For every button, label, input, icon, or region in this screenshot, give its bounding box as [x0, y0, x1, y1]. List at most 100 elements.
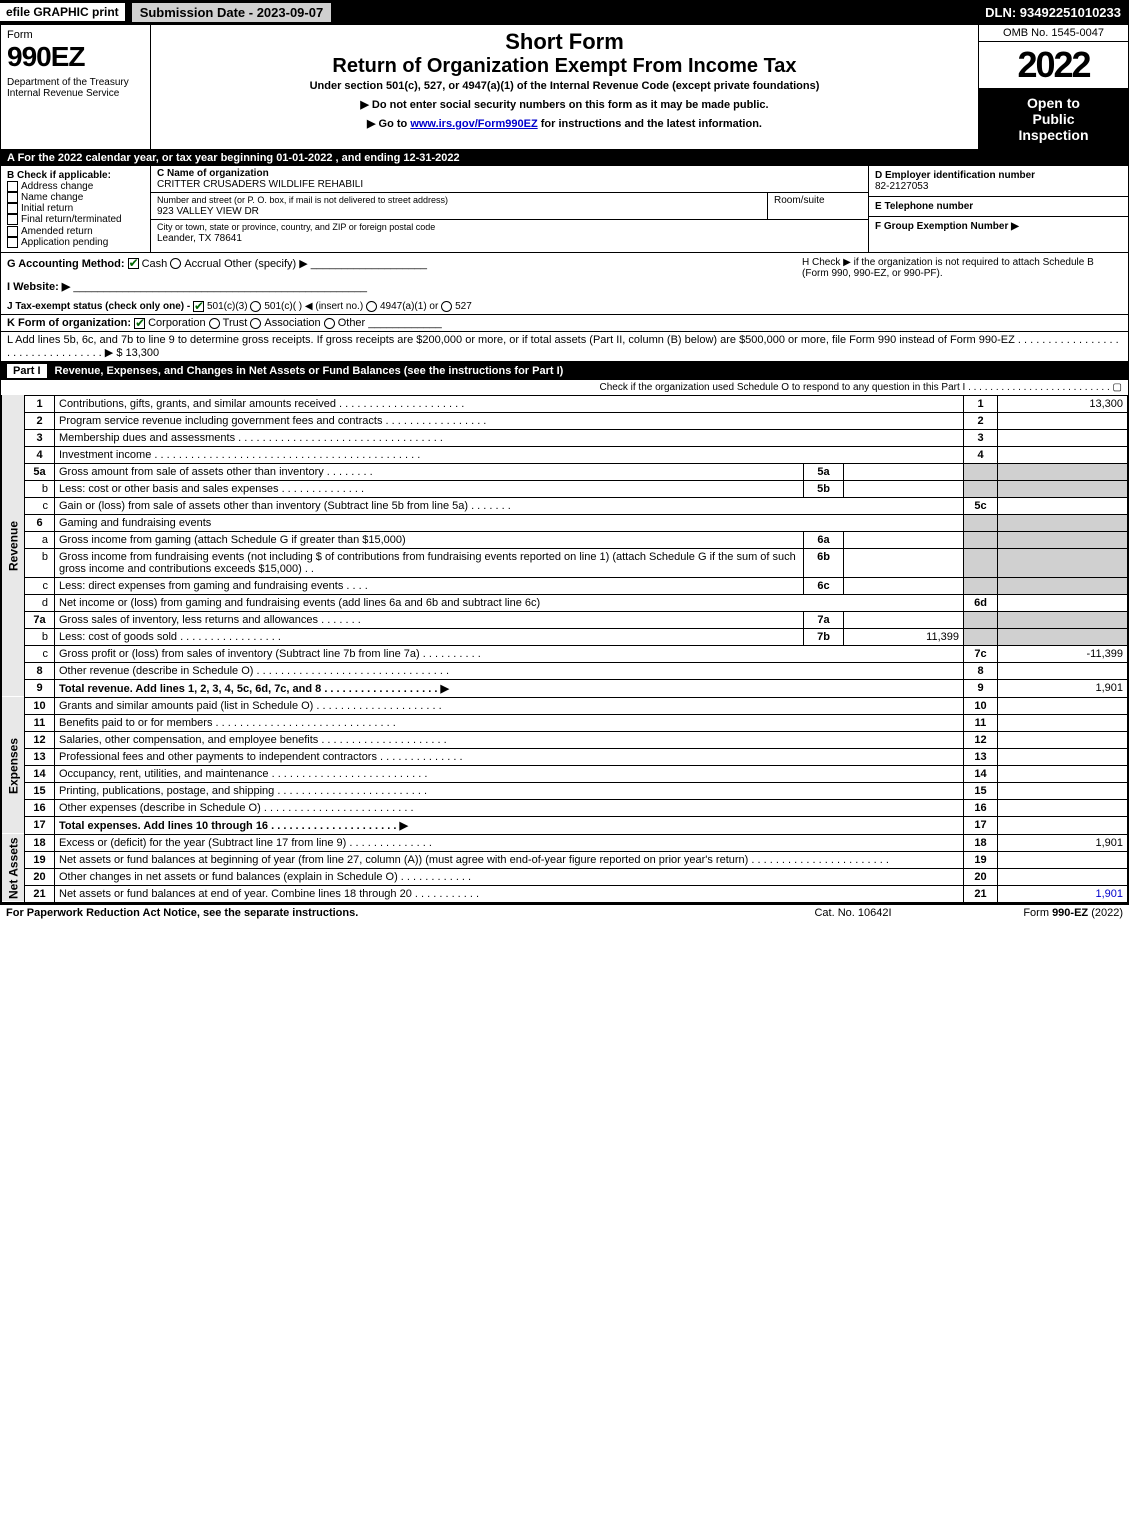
irs-link[interactable]: www.irs.gov/Form990EZ: [410, 118, 537, 130]
org-address: 923 VALLEY VIEW DR: [157, 206, 259, 217]
line-6: 6 Gaming and fundraising events: [2, 514, 1128, 531]
line-6b: b Gross income from fundraising events (…: [2, 548, 1128, 577]
box-b-heading: B Check if applicable:: [7, 170, 144, 181]
chk-corporation[interactable]: [134, 318, 145, 329]
short-form-title: Short Form: [159, 29, 970, 55]
line-12: 12 Salaries, other compensation, and emp…: [2, 731, 1128, 748]
instr2-post: for instructions and the latest informat…: [538, 118, 762, 130]
header-left: Form 990EZ Department of the Treasury In…: [1, 25, 151, 149]
tax-year: 2022: [979, 42, 1128, 89]
open-line3: Inspection: [983, 127, 1124, 143]
line-16: 16 Other expenses (describe in Schedule …: [2, 799, 1128, 816]
room-suite-label: Room/suite: [774, 195, 825, 206]
chk-address-change[interactable]: Address change: [7, 181, 144, 192]
line-19: 19 Net assets or fund balances at beginn…: [2, 851, 1128, 868]
line-8: 8 Other revenue (describe in Schedule O)…: [2, 662, 1128, 679]
line-7b: b Less: cost of goods sold . . . . . . .…: [2, 628, 1128, 645]
chk-accrual[interactable]: [170, 258, 181, 269]
row-j: J Tax-exempt status (check only one) - 5…: [1, 299, 1128, 315]
footer-left: For Paperwork Reduction Act Notice, see …: [6, 907, 763, 919]
chk-name-change[interactable]: Name change: [7, 192, 144, 203]
omb-number: OMB No. 1545-0047: [979, 25, 1128, 42]
row-k: K Form of organization: Corporation Trus…: [1, 315, 1128, 332]
form-title: Return of Organization Exempt From Incom…: [159, 55, 970, 78]
line-5c: c Gain or (loss) from sale of assets oth…: [2, 497, 1128, 514]
chk-association[interactable]: [250, 318, 261, 329]
box-c-addr-label: Number and street (or P. O. box, if mail…: [157, 195, 448, 205]
chk-501c[interactable]: [250, 301, 261, 312]
line-5b: b Less: cost or other basis and sales ex…: [2, 480, 1128, 497]
form-word: Form: [7, 29, 144, 41]
efile-label: efile GRAPHIC print: [0, 3, 125, 21]
box-h: H Check ▶ if the organization is not req…: [802, 257, 1122, 295]
part-i-header: Part I Revenue, Expenses, and Changes in…: [1, 362, 1128, 380]
part-i-title: Revenue, Expenses, and Changes in Net As…: [55, 365, 564, 377]
row-a-taxyear: A For the 2022 calendar year, or tax yea…: [1, 150, 1128, 166]
netassets-label: Net Assets: [2, 834, 25, 902]
line-6d: d Net income or (loss) from gaming and f…: [2, 594, 1128, 611]
open-line1: Open to: [983, 95, 1124, 111]
box-c-city-label: City or town, state or province, country…: [157, 222, 435, 232]
chk-application-pending[interactable]: Application pending: [7, 237, 144, 248]
part-i-check: Check if the organization used Schedule …: [1, 380, 1128, 395]
box-c-name-label: C Name of organization: [157, 168, 269, 179]
chk-final-return[interactable]: Final return/terminated: [7, 214, 144, 225]
row-l-text: L Add lines 5b, 6c, and 7b to line 9 to …: [7, 334, 1119, 359]
line-5a: 5a Gross amount from sale of assets othe…: [2, 463, 1128, 480]
chk-trust[interactable]: [209, 318, 220, 329]
open-line2: Public: [983, 111, 1124, 127]
line-11: 11 Benefits paid to or for members . . .…: [2, 714, 1128, 731]
row-i-prefix: I Website: ▶: [7, 281, 70, 293]
line-7c: c Gross profit or (loss) from sales of i…: [2, 645, 1128, 662]
lines-table: Revenue 1 Contributions, gifts, grants, …: [1, 395, 1128, 903]
chk-501c3[interactable]: [193, 301, 204, 312]
line-3: 3 Membership dues and assessments . . . …: [2, 429, 1128, 446]
line-1: Revenue 1 Contributions, gifts, grants, …: [2, 395, 1128, 412]
line-6a: a Gross income from gaming (attach Sched…: [2, 531, 1128, 548]
revenue-label: Revenue: [2, 395, 25, 697]
chk-4947[interactable]: [366, 301, 377, 312]
submission-date: Submission Date - 2023-09-07: [131, 2, 333, 23]
footer-right: Form 990-EZ (2022): [943, 907, 1123, 919]
form-subtitle: Under section 501(c), 527, or 4947(a)(1)…: [159, 80, 970, 92]
row-l-value: 13,300: [126, 347, 160, 359]
row-k-prefix: K Form of organization:: [7, 317, 131, 329]
line-6c: c Less: direct expenses from gaming and …: [2, 577, 1128, 594]
line-21: 21 Net assets or fund balances at end of…: [2, 885, 1128, 902]
page-footer: For Paperwork Reduction Act Notice, see …: [0, 904, 1129, 921]
row-j-prefix: J Tax-exempt status (check only one) -: [7, 301, 193, 312]
box-f-label: F Group Exemption Number ▶: [875, 221, 1122, 232]
line-10: Expenses 10 Grants and similar amounts p…: [2, 697, 1128, 714]
instruction-2: ▶ Go to www.irs.gov/Form990EZ for instru…: [159, 117, 970, 130]
chk-other-org[interactable]: [324, 318, 335, 329]
line-14: 14 Occupancy, rent, utilities, and maint…: [2, 765, 1128, 782]
org-city: Leander, TX 78641: [157, 233, 242, 244]
header-middle: Short Form Return of Organization Exempt…: [151, 25, 978, 149]
header-row: Form 990EZ Department of the Treasury In…: [1, 25, 1128, 150]
line-13: 13 Professional fees and other payments …: [2, 748, 1128, 765]
box-d-label: D Employer identification number: [875, 170, 1122, 181]
ein-value: 82-2127053: [875, 181, 1122, 192]
instr2-pre: ▶ Go to: [367, 118, 410, 130]
line-18: Net Assets 18 Excess or (deficit) for th…: [2, 834, 1128, 851]
form-container: Form 990EZ Department of the Treasury In…: [0, 24, 1129, 904]
chk-cash[interactable]: [128, 258, 139, 269]
chk-amended-return[interactable]: Amended return: [7, 226, 144, 237]
line-17: 17 Total expenses. Add lines 10 through …: [2, 816, 1128, 834]
box-c: C Name of organization CRITTER CRUSADERS…: [151, 166, 868, 252]
row-l: L Add lines 5b, 6c, and 7b to line 9 to …: [1, 332, 1128, 362]
row-g-prefix: G Accounting Method:: [7, 258, 125, 270]
box-e-label: E Telephone number: [875, 201, 1122, 212]
department-text: Department of the Treasury Internal Reve…: [7, 77, 144, 99]
form-number: 990EZ: [7, 41, 144, 73]
line-20: 20 Other changes in net assets or fund b…: [2, 868, 1128, 885]
chk-527[interactable]: [441, 301, 452, 312]
box-b: B Check if applicable: Address change Na…: [1, 166, 151, 252]
row-g-h: G Accounting Method: Cash Accrual Other …: [1, 253, 1128, 299]
header-right: OMB No. 1545-0047 2022 Open to Public In…: [978, 25, 1128, 149]
chk-initial-return[interactable]: Initial return: [7, 203, 144, 214]
box-def: D Employer identification number 82-2127…: [868, 166, 1128, 252]
instruction-1: ▶ Do not enter social security numbers o…: [159, 98, 970, 111]
part-i-num: Part I: [7, 364, 47, 378]
org-name: CRITTER CRUSADERS WILDLIFE REHABILI: [157, 179, 363, 190]
